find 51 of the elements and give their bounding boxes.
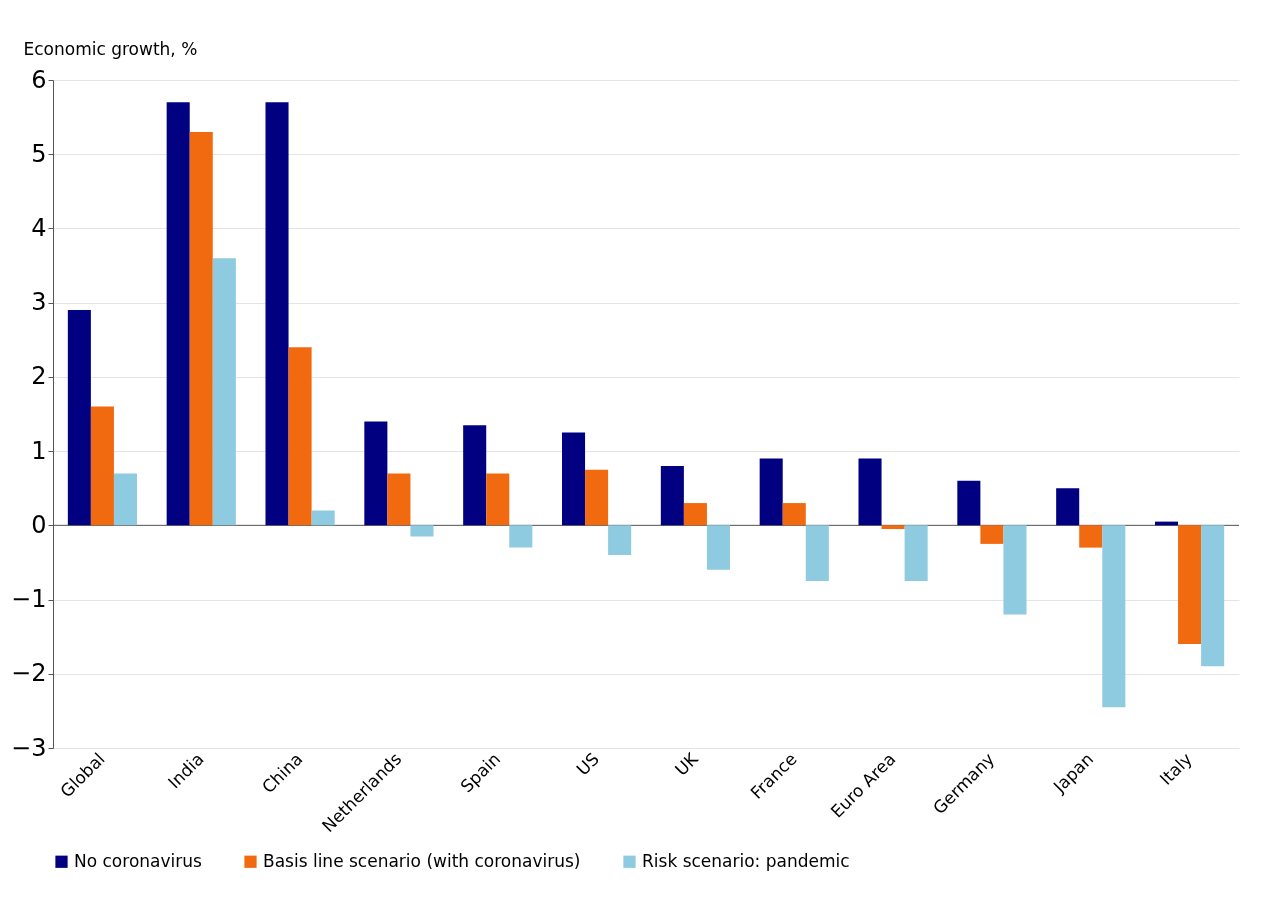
bar bbox=[311, 510, 335, 526]
y-tick-label: 1 bbox=[31, 436, 47, 465]
legend-label: Basis line scenario (with coronavirus) bbox=[263, 850, 581, 871]
bar bbox=[683, 503, 707, 526]
bar bbox=[166, 102, 190, 526]
y-tick-label: −3 bbox=[11, 733, 47, 762]
y-tick-label: −1 bbox=[11, 585, 47, 614]
x-tick-label: UK bbox=[670, 748, 703, 780]
y-tick-label: 2 bbox=[31, 362, 47, 391]
bar bbox=[980, 525, 1004, 544]
legend-label: Risk scenario: pandemic bbox=[642, 850, 850, 871]
bar bbox=[759, 458, 783, 526]
y-tick-label: 3 bbox=[31, 288, 47, 317]
y-axis-title: Economic growth, % bbox=[23, 38, 198, 59]
bar bbox=[387, 473, 411, 526]
bar bbox=[212, 258, 236, 526]
bar bbox=[561, 432, 586, 526]
y-tick-label: 5 bbox=[31, 139, 47, 168]
y-tick-label: 4 bbox=[31, 213, 47, 242]
bar bbox=[1102, 525, 1126, 708]
bar bbox=[113, 473, 138, 526]
bar bbox=[1079, 525, 1103, 548]
bar bbox=[486, 473, 510, 526]
legend-label: No coronavirus bbox=[74, 850, 203, 871]
bar bbox=[608, 525, 632, 556]
bar bbox=[364, 421, 388, 526]
bar bbox=[904, 525, 928, 581]
y-tick-label: 0 bbox=[31, 510, 47, 539]
y-tick-label: 6 bbox=[31, 65, 47, 94]
bar bbox=[1003, 525, 1027, 615]
bar bbox=[189, 131, 213, 526]
bar bbox=[585, 469, 609, 526]
bar bbox=[410, 525, 434, 537]
x-tick-label: US bbox=[572, 748, 603, 780]
y-tick-label: −2 bbox=[11, 659, 47, 688]
bar bbox=[90, 406, 114, 526]
bar bbox=[782, 503, 806, 526]
bar bbox=[265, 102, 289, 526]
bar bbox=[67, 310, 91, 526]
bar bbox=[1056, 488, 1080, 526]
bar bbox=[288, 347, 312, 526]
bar bbox=[805, 525, 829, 581]
bar bbox=[1201, 525, 1225, 667]
bar bbox=[706, 525, 731, 570]
bar bbox=[881, 525, 905, 530]
bar bbox=[509, 525, 533, 548]
bar bbox=[957, 480, 981, 526]
bar bbox=[660, 465, 684, 526]
bar bbox=[463, 425, 487, 526]
bar bbox=[1178, 525, 1202, 645]
bar bbox=[858, 458, 882, 526]
